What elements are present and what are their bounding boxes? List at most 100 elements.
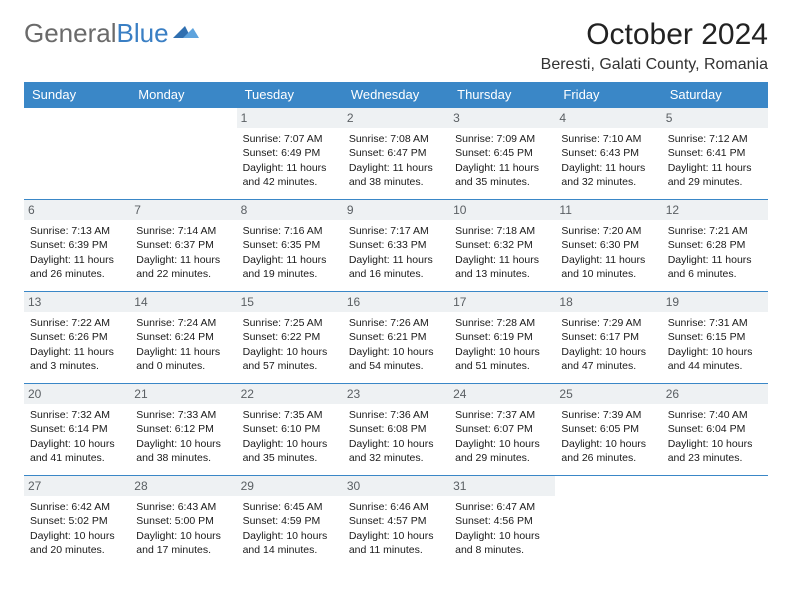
brand-mark-icon bbox=[173, 18, 199, 49]
daylight-text: Daylight: 11 hours and 10 minutes. bbox=[561, 253, 655, 281]
brand-logo: GeneralBlue bbox=[24, 18, 199, 49]
sunrise-text: Sunrise: 7:08 AM bbox=[349, 132, 443, 146]
sunset-text: Sunset: 5:02 PM bbox=[30, 514, 124, 528]
daylight-text: Daylight: 10 hours and 41 minutes. bbox=[30, 437, 124, 465]
day-number: 16 bbox=[343, 292, 449, 312]
sunset-text: Sunset: 6:10 PM bbox=[243, 422, 337, 436]
calendar-cell: 15Sunrise: 7:25 AMSunset: 6:22 PMDayligh… bbox=[237, 292, 343, 384]
sunset-text: Sunset: 6:43 PM bbox=[561, 146, 655, 160]
day-header: Wednesday bbox=[343, 82, 449, 108]
sunrise-text: Sunrise: 7:37 AM bbox=[455, 408, 549, 422]
sunset-text: Sunset: 6:05 PM bbox=[561, 422, 655, 436]
sunset-text: Sunset: 6:26 PM bbox=[30, 330, 124, 344]
day-number: 10 bbox=[449, 200, 555, 220]
day-number: 2 bbox=[343, 108, 449, 128]
sunset-text: Sunset: 4:56 PM bbox=[455, 514, 549, 528]
day-number: 1 bbox=[237, 108, 343, 128]
daylight-text: Daylight: 10 hours and 8 minutes. bbox=[455, 529, 549, 557]
day-header: Tuesday bbox=[237, 82, 343, 108]
sunset-text: Sunset: 4:57 PM bbox=[349, 514, 443, 528]
calendar-cell: 14Sunrise: 7:24 AMSunset: 6:24 PMDayligh… bbox=[130, 292, 236, 384]
daylight-text: Daylight: 10 hours and 20 minutes. bbox=[30, 529, 124, 557]
sunrise-text: Sunrise: 7:28 AM bbox=[455, 316, 549, 330]
daylight-text: Daylight: 11 hours and 42 minutes. bbox=[243, 161, 337, 189]
calendar-cell: 9 Sunrise: 7:17 AMSunset: 6:33 PMDaylight… bbox=[343, 200, 449, 292]
sunset-text: Sunset: 6:19 PM bbox=[455, 330, 549, 344]
calendar-cell: 8Sunrise: 7:16 AMSunset: 6:35 PMDaylight… bbox=[237, 200, 343, 292]
calendar-cell: 6Sunrise: 7:13 AMSunset: 6:39 PMDaylight… bbox=[24, 200, 130, 292]
day-number: 4 bbox=[555, 108, 661, 128]
calendar-cell: 1Sunrise: 7:07 AMSunset: 6:49 PMDaylight… bbox=[237, 108, 343, 200]
daylight-text: Daylight: 11 hours and 26 minutes. bbox=[30, 253, 124, 281]
calendar-cell: 18Sunrise: 7:29 AMSunset: 6:17 PMDayligh… bbox=[555, 292, 661, 384]
daylight-text: Daylight: 11 hours and 35 minutes. bbox=[455, 161, 549, 189]
daylight-text: Daylight: 11 hours and 22 minutes. bbox=[136, 253, 230, 281]
daylight-text: Daylight: 10 hours and 14 minutes. bbox=[243, 529, 337, 557]
calendar-row: 13 Sunrise: 7:22 AMSunset: 6:26 PM Dayligh… bbox=[24, 292, 768, 384]
sunset-text: Sunset: 6:14 PM bbox=[30, 422, 124, 436]
calendar-table: SundayMondayTuesdayWednesdayThursdayFrid… bbox=[24, 82, 768, 568]
daylight-text: Daylight: 10 hours and 51 minutes. bbox=[455, 345, 549, 373]
day-header: Monday bbox=[130, 82, 236, 108]
daylight-text: Daylight: 10 hours and 57 minutes. bbox=[243, 345, 337, 373]
page-header: GeneralBlue October 2024 Beresti, Galati… bbox=[24, 18, 768, 74]
sunset-text: Sunset: 6:33 PM bbox=[349, 238, 443, 252]
calendar-row: 6Sunrise: 7:13 AMSunset: 6:39 PMDaylight… bbox=[24, 200, 768, 292]
daylight-text: Daylight: 11 hours and 29 minutes. bbox=[668, 161, 762, 189]
day-header: Friday bbox=[555, 82, 661, 108]
sunset-text: Sunset: 5:00 PM bbox=[136, 514, 230, 528]
calendar-cell: 12Sunrise: 7:21 AMSunset: 6:28 PMDayligh… bbox=[662, 200, 768, 292]
sunset-text: Sunset: 6:17 PM bbox=[561, 330, 655, 344]
sunrise-text: Sunrise: 7:22 AM bbox=[30, 316, 124, 330]
sunrise-text: Sunrise: 7:39 AM bbox=[561, 408, 655, 422]
day-number: 23 bbox=[343, 384, 449, 404]
sunrise-text: Sunrise: 7:12 AM bbox=[668, 132, 762, 146]
sunrise-text: Sunrise: 7:25 AM bbox=[243, 316, 337, 330]
day-header: Sunday bbox=[24, 82, 130, 108]
sunrise-text: Sunrise: 6:45 AM bbox=[243, 500, 337, 514]
sunrise-text: Sunrise: 7:24 AM bbox=[136, 316, 230, 330]
month-title: October 2024 bbox=[541, 18, 768, 52]
calendar-cell: 23Sunrise: 7:36 AMSunset: 6:08 PMDayligh… bbox=[343, 384, 449, 476]
sunrise-text: Sunrise: 7:07 AM bbox=[243, 132, 337, 146]
daylight-text: Daylight: 11 hours and 13 minutes. bbox=[455, 253, 549, 281]
daylight-text: Daylight: 11 hours and 16 minutes. bbox=[349, 253, 443, 281]
calendar-body: ..1Sunrise: 7:07 AMSunset: 6:49 PMDaylig… bbox=[24, 108, 768, 568]
day-header: Thursday bbox=[449, 82, 555, 108]
day-number: 26 bbox=[662, 384, 768, 404]
calendar-cell: 25Sunrise: 7:39 AMSunset: 6:05 PMDayligh… bbox=[555, 384, 661, 476]
calendar-cell: 16Sunrise: 7:26 AMSunset: 6:21 PMDayligh… bbox=[343, 292, 449, 384]
calendar-cell: 30Sunrise: 6:46 AMSunset: 4:57 PMDayligh… bbox=[343, 476, 449, 568]
calendar-row: 27Sunrise: 6:42 AMSunset: 5:02 PMDayligh… bbox=[24, 476, 768, 568]
day-number: 13 bbox=[24, 292, 130, 312]
sunset-text: Sunset: 6:47 PM bbox=[349, 146, 443, 160]
sunset-text: Sunset: 6:22 PM bbox=[243, 330, 337, 344]
daylight-text: Daylight: 10 hours and 17 minutes. bbox=[136, 529, 230, 557]
day-number: 25 bbox=[555, 384, 661, 404]
sunrise-text: Sunrise: 7:17 AM bbox=[349, 224, 443, 238]
sunset-text: Sunset: 6:37 PM bbox=[136, 238, 230, 252]
day-header: Saturday bbox=[662, 82, 768, 108]
calendar-cell: . bbox=[662, 476, 768, 568]
calendar-cell: . bbox=[555, 476, 661, 568]
sunrise-text: Sunrise: 6:47 AM bbox=[455, 500, 549, 514]
day-number: 24 bbox=[449, 384, 555, 404]
sunrise-text: Sunrise: 7:21 AM bbox=[668, 224, 762, 238]
sunset-text: Sunset: 6:15 PM bbox=[668, 330, 762, 344]
daylight-text: Daylight: 10 hours and 23 minutes. bbox=[668, 437, 762, 465]
calendar-cell: . bbox=[24, 108, 130, 200]
sunrise-text: Sunrise: 7:36 AM bbox=[349, 408, 443, 422]
sunrise-text: Sunrise: 7:40 AM bbox=[668, 408, 762, 422]
sunrise-text: Sunrise: 6:42 AM bbox=[30, 500, 124, 514]
daylight-text: Daylight: 10 hours and 35 minutes. bbox=[243, 437, 337, 465]
calendar-cell: 29Sunrise: 6:45 AMSunset: 4:59 PMDayligh… bbox=[237, 476, 343, 568]
day-number: 9 bbox=[343, 200, 449, 220]
daylight-text: Daylight: 11 hours and 6 minutes. bbox=[668, 253, 762, 281]
sunrise-text: Sunrise: 7:16 AM bbox=[243, 224, 337, 238]
sunset-text: Sunset: 6:28 PM bbox=[668, 238, 762, 252]
day-number: 21 bbox=[130, 384, 236, 404]
sunset-text: Sunset: 6:39 PM bbox=[30, 238, 124, 252]
calendar-cell: 5Sunrise: 7:12 AMSunset: 6:41 PMDaylight… bbox=[662, 108, 768, 200]
daylight-text: Daylight: 10 hours and 44 minutes. bbox=[668, 345, 762, 373]
day-number: 19 bbox=[662, 292, 768, 312]
